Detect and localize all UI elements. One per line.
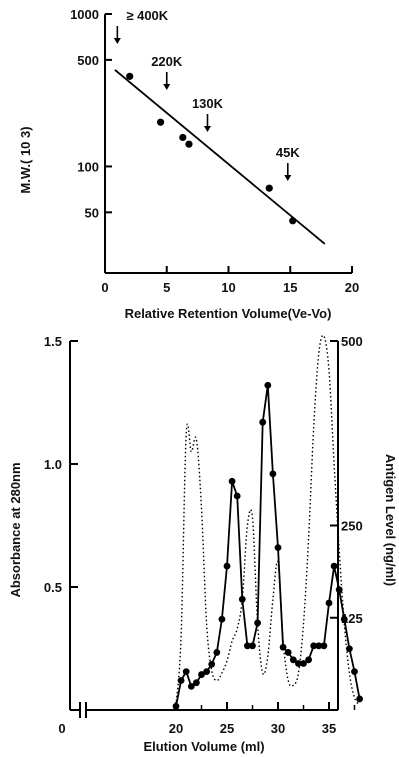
antigen-data-point <box>351 668 358 676</box>
top-y-tick-label: 100 <box>77 159 99 174</box>
antigen-data-point <box>193 679 200 687</box>
top-data-point <box>185 140 193 148</box>
top-x-tick-label: 15 <box>283 280 297 295</box>
antigen-data-point <box>356 695 363 703</box>
top-x-tick-label: 5 <box>163 280 170 295</box>
antigen-data-point <box>254 619 261 627</box>
axis-break-mark <box>79 702 87 718</box>
antigen-data-point <box>295 660 302 667</box>
antigen-data-point <box>172 702 180 710</box>
antigen-data-point <box>284 649 292 656</box>
antigen-data-point <box>315 642 323 650</box>
top-x-tick-label: 0 <box>101 280 108 295</box>
top-x-axis-title: Relative Retention Volume(Ve-Vo) <box>125 306 332 321</box>
bottom-left-y-axis-title: Absorbance at 280nm <box>8 462 23 597</box>
top-regression-line <box>114 69 326 245</box>
bottom-right-y-axis-title: Antigen Level (ng/ml) <box>383 454 398 586</box>
antigen-data-point <box>340 615 348 623</box>
antigen-data-point <box>187 682 195 690</box>
top-annotation-label: ≥ 400K <box>126 8 168 23</box>
antigen-data-point <box>244 642 251 650</box>
antigen-data-point <box>269 470 277 478</box>
top-annotation-arrowhead <box>163 84 171 90</box>
bottom-x-tick-label: 20 <box>169 721 183 736</box>
top-annotation-arrowhead <box>284 175 292 181</box>
antigen-data-point <box>320 642 328 650</box>
top-annotation-label: 220K <box>151 54 183 69</box>
antigen-data-point <box>203 668 211 676</box>
top-x-tick-label: 10 <box>221 280 235 295</box>
bottom-left-y-tick-label: 1.0 <box>44 457 62 472</box>
antigen-data-point <box>346 645 353 653</box>
top-y-tick-label: 50 <box>85 205 99 220</box>
top-annotation-label: 45K <box>276 145 300 160</box>
antigen-data-point <box>213 649 221 656</box>
antigen-data-point <box>259 418 267 426</box>
bottom-x-axis-title: Elution Volume (ml) <box>143 739 264 754</box>
bottom-x-tick-label: 35 <box>322 721 336 736</box>
antigen-data-point <box>310 642 318 650</box>
antigen-data-point <box>177 677 185 684</box>
bottom-left-y-tick-label: 0.5 <box>44 580 62 595</box>
antigen-data-point <box>238 595 246 603</box>
antigen-data-point <box>208 660 216 668</box>
antigen-data-point <box>228 477 236 485</box>
top-data-point <box>156 118 165 126</box>
antigen-data-point <box>198 671 205 678</box>
absorbance-series-line <box>175 334 361 706</box>
top-annotation-arrowhead <box>113 38 121 44</box>
top-x-tick-label: 20 <box>345 280 359 295</box>
bottom-x-tick-label: 0 <box>58 721 65 736</box>
antigen-data-point <box>305 656 312 664</box>
antigen-data-point <box>300 660 307 667</box>
antigen-data-point <box>223 562 231 570</box>
top-data-point <box>265 184 273 192</box>
antigen-data-point <box>249 642 256 650</box>
antigen-data-point <box>218 615 226 623</box>
bottom-right-y-tick-label: 500 <box>341 334 363 349</box>
bottom-x-tick-label: 25 <box>220 721 234 736</box>
top-annotation-arrowhead <box>204 126 212 132</box>
bottom-left-y-tick-label: 1.5 <box>44 334 62 349</box>
antigen-data-point <box>233 492 241 500</box>
antigen-data-point <box>325 599 333 607</box>
antigen-data-point <box>330 562 338 570</box>
antigen-data-point <box>182 668 190 676</box>
top-data-point <box>289 217 297 225</box>
bottom-right-y-tick-label: 250 <box>341 519 363 534</box>
elution-plot: 1.5 1.0 0.5 500 250 125 0 20 25 30 35 Elution Vo… <box>8 334 398 754</box>
antigen-data-point <box>274 544 282 552</box>
top-y-tick-label: 500 <box>77 53 99 68</box>
antigen-data-point <box>335 586 343 594</box>
top-y-tick-label: 1000 <box>70 7 99 22</box>
antigen-data-point <box>289 656 297 664</box>
antigen-data-point <box>279 643 287 651</box>
top-annotation-label: 130K <box>192 96 224 111</box>
top-y-axis-title: M.W.( 10 3) <box>18 126 33 193</box>
bottom-x-tick-label: 30 <box>271 721 285 736</box>
top-data-point <box>126 72 134 80</box>
top-data-point <box>179 133 187 142</box>
bottom-right-y-tick-label: 125 <box>341 611 363 626</box>
antigen-data-point <box>264 381 272 389</box>
